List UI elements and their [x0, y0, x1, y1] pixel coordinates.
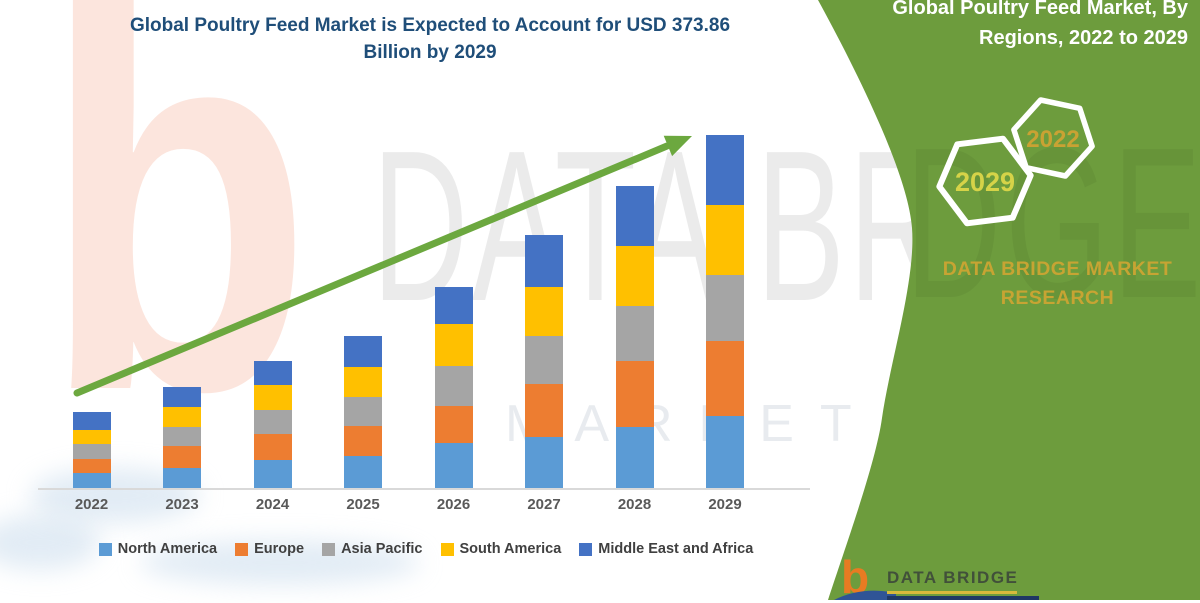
bar-segment-2029-middle-east-and-africa — [706, 135, 744, 205]
bar-segment-2023-asia-pacific — [163, 427, 201, 447]
hexagon-2029-label: 2029 — [955, 167, 1015, 197]
bar-segment-2022-south-america — [72, 430, 111, 444]
bar-segment-2024-north-america — [253, 460, 292, 488]
legend-swatch-icon — [322, 542, 336, 556]
x-axis-label-2024: 2024 — [255, 496, 290, 513]
legend-swatch-icon — [235, 542, 249, 556]
legend-item-europe: Europe — [235, 541, 304, 557]
legend-label: North America — [117, 541, 218, 557]
bar-segment-2025-middle-east-and-africa — [344, 336, 382, 368]
bar-segment-2026-north-america — [434, 443, 473, 488]
legend-label: Asia Pacific — [341, 541, 423, 557]
bar-segment-2022-europe — [72, 459, 111, 474]
bar-segment-2024-middle-east-and-africa — [253, 361, 292, 385]
bar-segment-2024-europe — [253, 433, 292, 461]
bar-segment-2025-north-america — [344, 456, 382, 488]
bar-segment-2027-asia-pacific — [525, 335, 563, 384]
bar-segment-2029-south-america — [706, 204, 744, 275]
hexagon-2029-badge — [936, 135, 1034, 227]
bar-segment-2028-europe — [615, 360, 654, 427]
footer-brand-name: DATA BRIDGE — [887, 568, 1019, 587]
x-axis-label-2023: 2023 — [165, 496, 199, 513]
bar-segment-2026-south-america — [434, 323, 473, 367]
footer-underline — [887, 591, 1017, 594]
decorative-wave — [140, 540, 420, 585]
bar-segment-2025-south-america — [344, 367, 382, 398]
legend-swatch-icon — [579, 542, 593, 556]
bar-segment-2029-north-america — [706, 415, 744, 488]
bar-segment-2024-south-america — [253, 384, 292, 411]
legend-item-south-america: South America — [440, 541, 562, 557]
panel-heading: Global Poultry Feed Market, By Regions, … — [860, 0, 1188, 53]
bar-segment-2022-north-america — [72, 473, 111, 488]
chart-title-line2: Billion by 2029 — [363, 42, 497, 63]
legend-label: Middle East and Africa — [598, 541, 754, 557]
bar-segment-2027-europe — [525, 384, 563, 438]
x-axis-label-2025: 2025 — [346, 496, 380, 513]
x-axis-label-2028: 2028 — [617, 496, 652, 513]
x-axis-line — [38, 488, 810, 490]
legend-item-north-america: North America — [98, 541, 218, 557]
bar-segment-2023-europe — [163, 446, 201, 468]
legend-label: Europe — [254, 541, 305, 557]
bar-segment-2022-asia-pacific — [72, 444, 111, 460]
panel-heading-line2: Regions, 2022 to 2029 — [979, 27, 1188, 49]
bar-segment-2025-europe — [344, 426, 382, 457]
panel-brand-name: DATA BRIDGE MARKET RESEARCH — [930, 255, 1185, 313]
decorative-wave — [0, 515, 100, 570]
bar-segment-2025-asia-pacific — [344, 397, 382, 427]
x-axis-label-2027: 2027 — [527, 496, 561, 513]
bar-segment-2028-south-america — [615, 245, 654, 306]
x-axis-label-2026: 2026 — [436, 496, 471, 513]
hexagon-2022-label: 2022 — [1026, 126, 1079, 153]
legend-label: South America — [459, 541, 562, 557]
panel-brand-line2: RESEARCH — [1000, 287, 1115, 309]
footer-cut-strip — [887, 596, 1039, 600]
bar-segment-2029-europe — [706, 340, 744, 416]
chart-legend: North America Europe Asia Pacific South Ame… — [40, 541, 812, 557]
bar-segment-2023-south-america — [163, 406, 201, 428]
bar-segment-2023-north-america — [163, 467, 201, 488]
chart-title: Global Poultry Feed Market is Expected t… — [60, 12, 800, 66]
bar-segment-2028-asia-pacific — [615, 305, 654, 361]
bar-segment-2024-asia-pacific — [253, 410, 292, 434]
bar-segment-2027-south-america — [525, 287, 563, 336]
bar-segment-2026-asia-pacific — [434, 366, 473, 406]
bar-segment-2022-middle-east-and-africa — [72, 411, 111, 431]
chart-title-line1: Global Poultry Feed Market is Expected t… — [129, 15, 731, 36]
bar-segment-2027-north-america — [525, 437, 563, 488]
panel-brand-line1: DATA BRIDGE MARKET — [942, 258, 1173, 280]
bar-segment-2026-middle-east-and-africa — [434, 287, 473, 324]
bar-segment-2026-europe — [434, 405, 473, 444]
legend-item-middle-east-and-africa: Middle East and Africa — [579, 541, 753, 557]
bar-segment-2023-middle-east-and-africa — [163, 386, 201, 407]
bar-segment-2029-asia-pacific — [706, 274, 744, 341]
x-axis-label-2029: 2029 — [708, 496, 742, 513]
legend-swatch-icon — [98, 542, 112, 556]
bar-segment-2027-middle-east-and-africa — [525, 235, 563, 288]
bar-segment-2028-north-america — [615, 426, 654, 488]
legend-item-asia-pacific: Asia Pacific — [322, 541, 423, 557]
bar-segment-2028-middle-east-and-africa — [615, 185, 654, 246]
panel-heading-line1: Global Poultry Feed Market, By — [892, 0, 1188, 19]
x-axis-label-2022: 2022 — [74, 496, 109, 513]
legend-swatch-icon — [440, 542, 454, 556]
